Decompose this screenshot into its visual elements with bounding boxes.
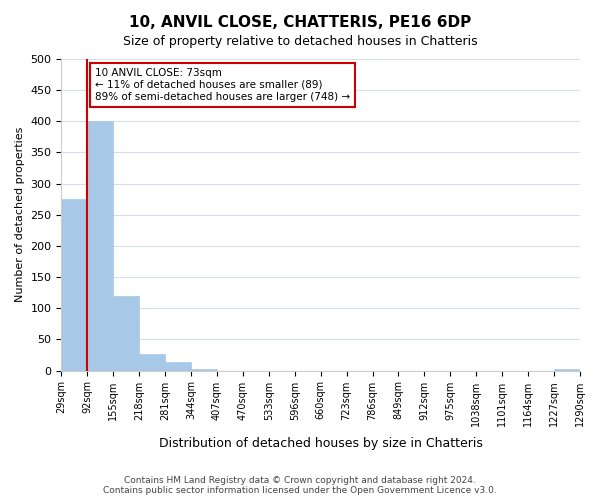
Text: Size of property relative to detached houses in Chatteris: Size of property relative to detached ho… [122, 35, 478, 48]
Text: 10, ANVIL CLOSE, CHATTERIS, PE16 6DP: 10, ANVIL CLOSE, CHATTERIS, PE16 6DP [129, 15, 471, 30]
Bar [113, 296, 139, 370]
Bar [88, 122, 113, 370]
Bar [191, 368, 217, 370]
Y-axis label: Number of detached properties: Number of detached properties [15, 127, 25, 302]
Text: 10 ANVIL CLOSE: 73sqm
← 11% of detached houses are smaller (89)
89% of semi-deta: 10 ANVIL CLOSE: 73sqm ← 11% of detached … [95, 68, 350, 102]
Text: Contains HM Land Registry data © Crown copyright and database right 2024.
Contai: Contains HM Land Registry data © Crown c… [103, 476, 497, 495]
Bar [139, 354, 165, 370]
X-axis label: Distribution of detached houses by size in Chatteris: Distribution of detached houses by size … [159, 437, 482, 450]
Bar [165, 362, 191, 370]
Bar [61, 199, 88, 370]
